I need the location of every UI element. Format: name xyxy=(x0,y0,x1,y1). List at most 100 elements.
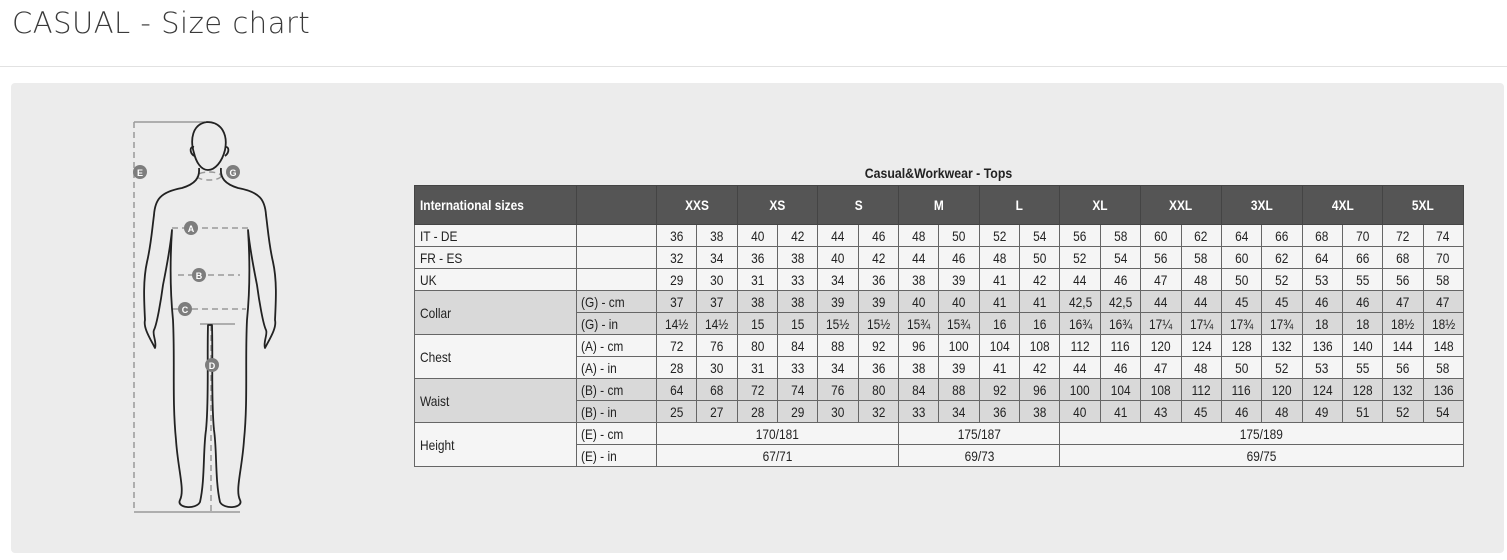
size-value-cell-text: 38 xyxy=(791,293,805,310)
row-unit-text: (A) - in xyxy=(581,359,617,376)
size-value-cell: 53 xyxy=(1301,268,1343,291)
size-value-cell: 40 xyxy=(736,224,779,247)
size-value-cell-text: 36 xyxy=(871,271,886,288)
row-unit: (E) - in xyxy=(576,444,657,467)
size-value-cell-text: 88 xyxy=(952,381,966,398)
size-value-cell: 132 xyxy=(1261,334,1303,357)
size-value-cell: 15 xyxy=(736,312,779,335)
header-size-xs-text: XS xyxy=(769,197,786,213)
size-value-cell: 33 xyxy=(898,400,940,423)
svg-text:G: G xyxy=(229,168,236,178)
size-value-cell: 58 xyxy=(1422,356,1464,379)
size-value-cell: 84 xyxy=(777,334,819,357)
size-value-cell-text: 42 xyxy=(791,227,805,244)
size-value-cell-text: 18 xyxy=(1355,315,1370,332)
size-value-cell-text: 148 xyxy=(1433,337,1454,354)
size-value-cell: 72 xyxy=(1382,224,1424,247)
size-value-cell: 50 xyxy=(1019,246,1061,269)
size-value-cell-text: 108 xyxy=(1150,381,1171,398)
size-value-cell: 48 xyxy=(978,246,1021,269)
size-value-cell: 46 xyxy=(1099,268,1142,291)
size-value-cell-text: 39 xyxy=(952,359,966,376)
size-value-cell-text: 38 xyxy=(750,293,764,310)
size-value-cell-text: 41 xyxy=(1113,403,1128,420)
size-table: International sizes XXS XS S M L XL XXL 3XL 4XL 5X… xyxy=(414,185,1464,467)
size-value-cell-text: 62 xyxy=(1275,249,1289,266)
row-label-text: Collar xyxy=(420,304,452,321)
size-value-cell-text: 14½ xyxy=(705,315,729,332)
size-value-cell: 108 xyxy=(1019,334,1061,357)
size-value-cell: 25 xyxy=(655,400,698,423)
size-value-cell-text: 34 xyxy=(831,359,845,376)
size-value-cell: 92 xyxy=(978,378,1021,401)
size-value-cell-text: 55 xyxy=(1355,359,1370,376)
size-value-cell-text: 37 xyxy=(710,293,724,310)
size-value-cell: 38 xyxy=(898,268,940,291)
size-value-cell: 42,5 xyxy=(1059,290,1101,313)
size-value-cell: 128 xyxy=(1220,334,1263,357)
row-unit-text: (E) - cm xyxy=(581,425,624,442)
size-value-cell-text: 45 xyxy=(1194,403,1208,420)
size-value-cell-text: 44 xyxy=(1154,293,1168,310)
body-outline xyxy=(143,121,277,508)
size-value-cell: 17¾ xyxy=(1220,312,1263,335)
size-value-cell-text: 40 xyxy=(750,227,764,244)
size-value-cell: 28 xyxy=(655,356,698,379)
size-value-cell: 16¾ xyxy=(1059,312,1101,335)
size-value-cell: 40 xyxy=(1059,400,1101,423)
size-value-cell-text: 108 xyxy=(1029,337,1050,354)
row-unit-text: (G) - cm xyxy=(581,293,625,310)
size-value-cell: 144 xyxy=(1382,334,1424,357)
size-value-cell-text: 15 xyxy=(791,315,805,332)
size-value-cell: 40 xyxy=(938,290,980,313)
size-value-cell: 46 xyxy=(938,246,980,269)
size-value-cell: 108 xyxy=(1140,378,1182,401)
size-value-cell-text: 33 xyxy=(791,271,805,288)
row-unit: (B) - cm xyxy=(576,378,657,401)
size-value-cell: 50 xyxy=(1220,268,1263,291)
row-unit: (G) - cm xyxy=(576,290,657,313)
size-value-cell: 28 xyxy=(736,400,779,423)
size-value-cell: 14½ xyxy=(696,312,738,335)
size-value-cell: 80 xyxy=(736,334,779,357)
size-value-cell-text: 42 xyxy=(1033,271,1047,288)
size-value-cell-text: 124 xyxy=(1191,337,1212,354)
size-value-cell: 124 xyxy=(1180,334,1222,357)
header-size-s: S xyxy=(817,185,900,225)
size-value-cell: 58 xyxy=(1422,268,1464,291)
size-value-cell-text: 40 xyxy=(831,249,845,266)
size-value-cell: 34 xyxy=(817,268,859,291)
height-range-cell: 175/189 xyxy=(1059,422,1464,445)
size-value-cell-text: 84 xyxy=(791,337,805,354)
header-size-xl-text: XL xyxy=(1092,197,1108,213)
size-value-cell-text: 132 xyxy=(1271,337,1292,354)
header-unit xyxy=(576,185,657,225)
size-value-cell-text: 120 xyxy=(1271,381,1292,398)
size-value-cell: 44 xyxy=(817,224,859,247)
size-value-cell: 36 xyxy=(736,246,779,269)
size-value-cell: 104 xyxy=(1099,378,1142,401)
size-value-cell: 44 xyxy=(1059,268,1101,291)
size-value-cell-text: 46 xyxy=(952,249,966,266)
size-value-cell-text: 16 xyxy=(1033,315,1047,332)
size-value-cell-text: 46 xyxy=(1113,271,1128,288)
size-value-cell: 52 xyxy=(978,224,1021,247)
size-value-cell: 56 xyxy=(1059,224,1101,247)
divider xyxy=(0,66,1507,67)
size-value-cell: 116 xyxy=(1220,378,1263,401)
size-value-cell-text: 31 xyxy=(750,271,764,288)
row-unit-text: (B) - cm xyxy=(581,381,624,398)
size-value-cell: 36 xyxy=(857,268,900,291)
size-value-cell: 47 xyxy=(1422,290,1464,313)
size-value-cell-text: 16¾ xyxy=(1068,315,1092,332)
size-value-cell-text: 80 xyxy=(871,381,886,398)
size-value-cell-text: 48 xyxy=(1194,359,1208,376)
size-value-cell: 52 xyxy=(1382,400,1424,423)
size-value-cell: 32 xyxy=(655,246,698,269)
size-value-cell: 37 xyxy=(696,290,738,313)
size-value-cell-text: 136 xyxy=(1312,337,1333,354)
header-size-xxs-text: XXS xyxy=(684,197,709,213)
row-unit-text: (E) - in xyxy=(581,447,617,464)
size-value-cell: 92 xyxy=(857,334,900,357)
size-value-cell: 56 xyxy=(1382,268,1424,291)
